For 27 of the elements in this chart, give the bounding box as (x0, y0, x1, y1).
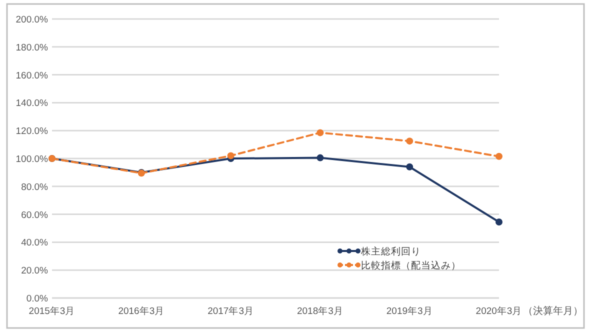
y-tick-label: 100.0% (16, 154, 49, 165)
y-tick-label: 20.0% (21, 266, 49, 277)
x-axis-title: （決算年月） (523, 305, 583, 317)
point (227, 152, 234, 160)
point (316, 129, 324, 136)
point (406, 138, 414, 145)
x-tick-label: 2018年3月 (296, 305, 344, 317)
legend-label: 株主総利回り (360, 246, 421, 258)
y-tick-label: 40.0% (21, 238, 49, 249)
point (496, 218, 502, 226)
y-tick-label: 80.0% (21, 182, 49, 193)
y-tick-label: 180.0% (16, 42, 49, 54)
x-tick-label: 2016年3月 (118, 305, 165, 317)
point (316, 154, 324, 162)
y-tick-label: 140.0% (16, 98, 49, 110)
y-tick-label: 160.0% (16, 70, 49, 82)
point (496, 152, 502, 160)
y-tick-label: 120.0% (16, 126, 49, 138)
x-tick-label: 2019年3月 (386, 305, 433, 317)
x-tick-label: 2020年3月 (476, 305, 522, 317)
legend-label: 比較指標（配当込み） (361, 260, 461, 272)
x-tick-label: 2015年3月 (28, 305, 76, 317)
y-tick-label: 0.0% (26, 294, 49, 304)
x-tick-label: 2017年3月 (208, 305, 254, 317)
y-tick-label: 200.0% (16, 14, 49, 26)
y-tick-label: 60.0% (21, 210, 49, 221)
point (406, 163, 414, 170)
